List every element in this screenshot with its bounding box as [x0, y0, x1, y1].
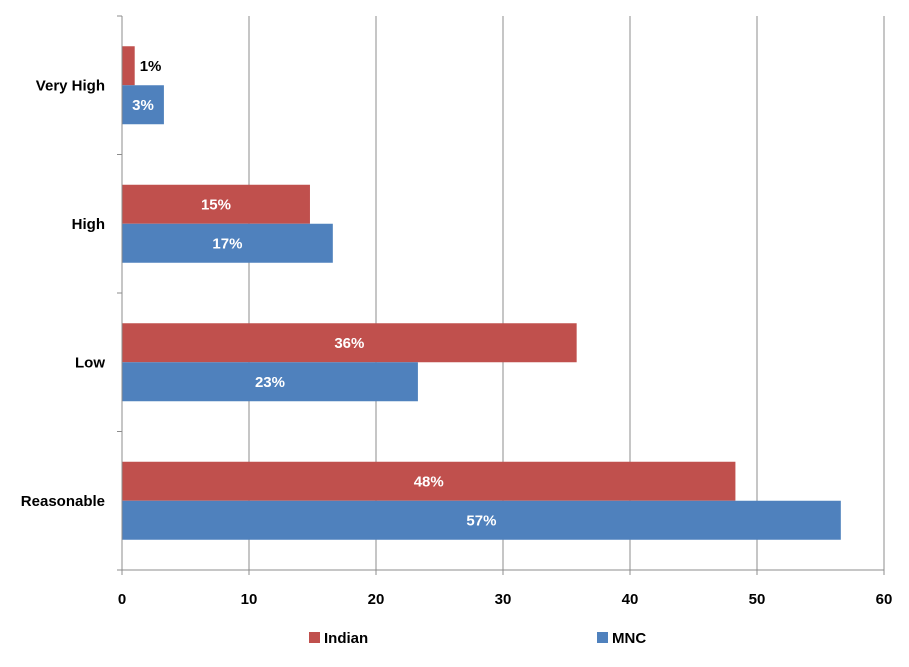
legend-swatch-mnc	[597, 632, 608, 643]
bar-indian	[122, 184, 310, 224]
data-label: 23%	[255, 374, 285, 391]
category-label: Low	[75, 354, 105, 371]
data-label: 57%	[466, 512, 496, 529]
x-tick-label: 30	[495, 591, 512, 608]
legend: Indian MNC	[309, 630, 646, 647]
data-label: 36%	[334, 335, 364, 352]
data-label: 1%	[140, 58, 162, 75]
x-tick-label: 10	[241, 591, 258, 608]
bar-indian	[122, 461, 736, 501]
bar-indian	[122, 46, 135, 86]
data-label: 48%	[414, 473, 444, 490]
bar-mnc	[122, 223, 333, 263]
x-tick-label: 60	[876, 591, 893, 608]
bar-indian	[122, 323, 577, 363]
data-label: 17%	[212, 235, 242, 252]
data-labels: 1% 3% 15% 17% 36% 23% 48% 57%	[132, 58, 496, 530]
bar-mnc	[122, 85, 164, 125]
bar-mnc	[122, 500, 841, 540]
data-label: 3%	[132, 97, 154, 114]
legend-label: MNC	[612, 630, 646, 647]
legend-swatch-indian	[309, 632, 320, 643]
data-label: 15%	[201, 196, 231, 213]
x-tick-label: 0	[118, 591, 126, 608]
legend-label: Indian	[324, 630, 368, 647]
bars	[122, 46, 841, 540]
category-label: Very High	[36, 77, 105, 94]
x-tick-label: 20	[368, 591, 385, 608]
category-label: High	[72, 216, 105, 233]
x-tick-label: 40	[622, 591, 639, 608]
x-tick-label: 50	[749, 591, 766, 608]
axes: 0 10 20 30 40 50 60 Very High High Low Reasonable	[21, 15, 893, 608]
bar-mnc	[122, 362, 418, 402]
category-label: Reasonable	[21, 493, 105, 510]
